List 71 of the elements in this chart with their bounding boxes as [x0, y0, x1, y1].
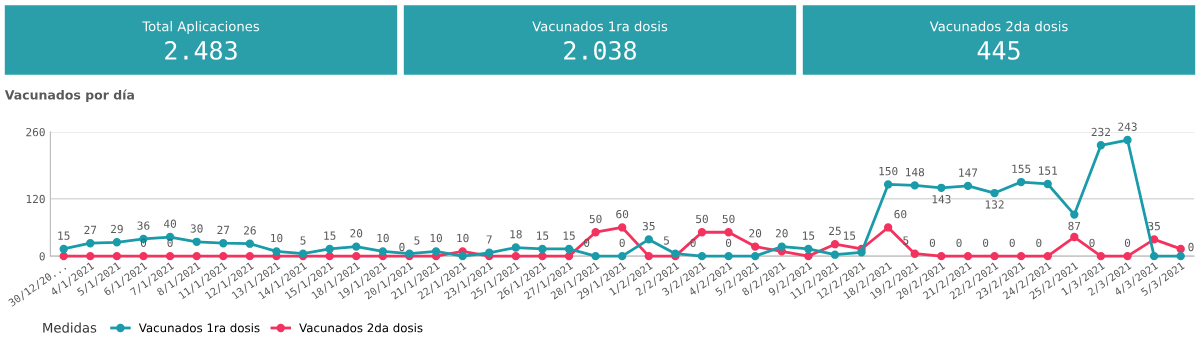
- data-label: 15: [563, 231, 575, 240]
- data-label: 5: [300, 236, 306, 245]
- data-label: 148: [906, 167, 925, 177]
- data-label: 155: [1012, 164, 1031, 173]
- data-label: 29: [111, 224, 123, 234]
- chart-title: Vacunados por día: [4, 89, 134, 102]
- data-label: 20: [749, 229, 762, 238]
- data-label: 15: [324, 231, 336, 240]
- data-label: 50: [722, 214, 735, 224]
- text: Vacunados 1ra dosis: [532, 21, 668, 32]
- data-label: 15: [58, 231, 70, 240]
- data-label: 150: [879, 166, 898, 176]
- data-label: 0: [983, 238, 989, 248]
- data-label: 50: [696, 214, 708, 224]
- text: 445: [977, 41, 1020, 60]
- text: 2.038: [564, 40, 637, 60]
- data-label: 0: [956, 238, 962, 248]
- legend-label: Vacunados 2da dosis: [299, 323, 423, 333]
- data-label: 7: [486, 235, 492, 244]
- data-label: 27: [84, 225, 97, 234]
- legend-title: Medidas: [43, 322, 97, 333]
- data-label: 27: [217, 225, 230, 234]
- data-label: 0: [1089, 238, 1095, 248]
- data-label: 30: [190, 224, 203, 233]
- data-label: 35: [642, 221, 655, 231]
- data-label: 232: [1091, 127, 1111, 137]
- data-label: 87: [1068, 221, 1081, 231]
- data-label: 243: [1118, 122, 1137, 131]
- data-label: 0: [619, 238, 625, 248]
- data-label: 0: [1188, 242, 1194, 252]
- data-label: 18: [510, 230, 522, 239]
- data-label: 26: [244, 226, 256, 235]
- data-label: 5: [903, 236, 909, 245]
- data-label: 35: [1148, 221, 1160, 231]
- data-label: 10: [457, 233, 469, 243]
- data-label: 60: [894, 209, 907, 219]
- data-label: 15: [537, 231, 549, 240]
- data-label: 0: [1036, 238, 1042, 248]
- data-label: 0: [399, 242, 405, 252]
- data-label: 25: [829, 226, 841, 236]
- legend-label: Vacunados 1ra dosis: [138, 323, 260, 333]
- data-label: 20: [350, 229, 363, 238]
- data-label: 15: [843, 231, 856, 240]
- data-label: 0: [929, 238, 936, 248]
- y-tick-label: 260: [26, 127, 45, 137]
- text: Total Aplicaciones: [142, 21, 260, 34]
- data-label: 0: [1009, 238, 1015, 248]
- y-tick-label: 120: [26, 194, 45, 204]
- data-label: 5: [414, 236, 420, 245]
- text: 2.483: [165, 40, 237, 60]
- data-label: 15: [803, 231, 815, 240]
- data-label: 60: [616, 209, 629, 219]
- text: Vacunados 2da dosis: [929, 21, 1068, 32]
- data-label: 0: [584, 238, 590, 248]
- data-label: 10: [430, 233, 442, 243]
- y-tick-label: 0: [39, 252, 45, 261]
- data-label: 0: [167, 238, 173, 248]
- data-label: 10: [271, 233, 283, 243]
- data-label: 50: [589, 214, 602, 224]
- data-label: 143: [932, 195, 951, 204]
- data-label: 5: [663, 236, 669, 245]
- data-label: 40: [163, 219, 177, 228]
- data-label: 0: [140, 238, 147, 248]
- data-label: 10: [377, 233, 389, 243]
- data-label: 132: [985, 200, 1004, 209]
- data-label: 36: [137, 221, 150, 230]
- data-label: 151: [1039, 166, 1058, 175]
- data-label: 147: [959, 168, 978, 177]
- data-label: 0: [725, 238, 732, 248]
- data-label: 0: [1124, 238, 1131, 248]
- data-label: 20: [775, 229, 788, 238]
